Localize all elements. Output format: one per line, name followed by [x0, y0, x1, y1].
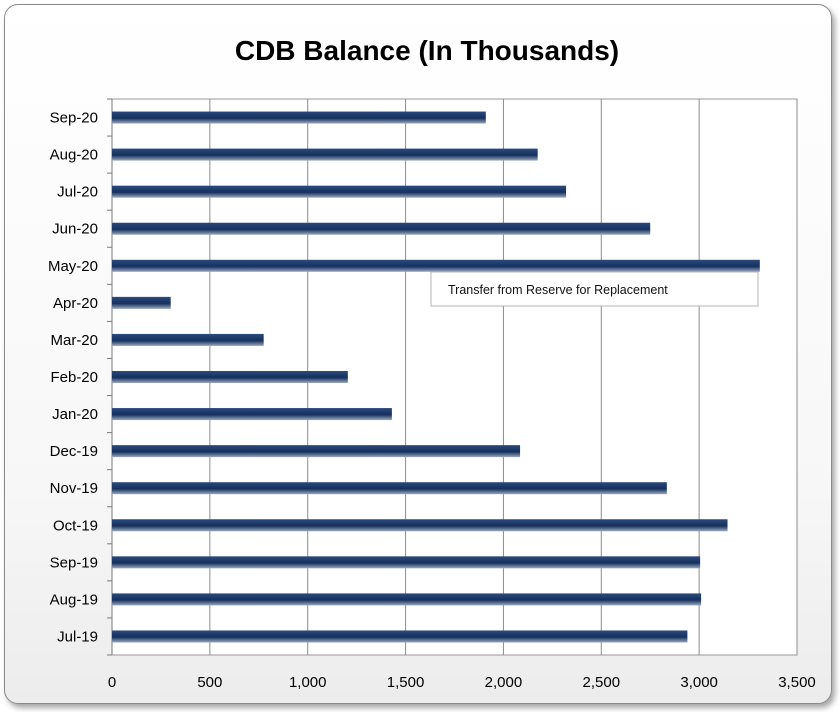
y-tick-label: Oct-19 [53, 517, 98, 534]
y-tick-label: Jul-20 [57, 184, 98, 201]
x-tick-label: 0 [108, 674, 116, 691]
annotation-text: Transfer from Reserve for Replacement [448, 283, 668, 297]
bar [112, 333, 264, 346]
x-tick-label: 3,500 [778, 674, 816, 691]
bar [112, 371, 348, 383]
x-tick-label: 1,500 [387, 674, 425, 691]
bars [112, 111, 760, 643]
y-tick-label: Jun-20 [52, 221, 98, 238]
y-tick-label: Apr-20 [53, 295, 98, 312]
x-tick-label: 2,500 [583, 674, 621, 691]
bar-chart: CDB Balance (In Thousands) Jul-19 Aug-19 S… [48, 35, 816, 691]
bar [112, 185, 567, 198]
bar [112, 408, 392, 421]
annotation: Transfer from Reserve for Replacement [430, 271, 759, 307]
y-tick-label: Jan-20 [52, 406, 98, 423]
bar [112, 593, 702, 606]
bar [112, 259, 760, 272]
bar [112, 630, 688, 643]
bar [112, 111, 486, 124]
bar [112, 222, 651, 235]
bar [112, 519, 728, 532]
annotation-box [430, 271, 759, 307]
y-tick-label: Feb-20 [50, 369, 98, 386]
y-tick-label: Mar-20 [50, 332, 98, 349]
x-tick-labels: 0 500 1,000 1,500 2,000 2,500 3,000 3,500 [108, 674, 816, 691]
y-tick-label: Aug-20 [50, 147, 98, 164]
y-tick-label: Sep-19 [50, 554, 98, 571]
y-tick-label: Dec-19 [50, 443, 98, 460]
x-tick-label: 500 [197, 674, 222, 691]
x-tick-label: 2,000 [485, 674, 523, 691]
y-tick-label: Nov-19 [50, 480, 98, 497]
x-tick-label: 3,000 [680, 674, 718, 691]
bar [112, 445, 521, 458]
chart-frame: CDB Balance (In Thousands) Jul-19 Aug-19 S… [4, 4, 832, 704]
y-tick-label: Aug-19 [50, 591, 98, 608]
bar [112, 296, 171, 309]
y-tick-label: Sep-20 [50, 110, 98, 127]
y-tick-label: Jul-19 [57, 628, 98, 645]
bar [112, 556, 701, 569]
bar [112, 148, 538, 161]
x-tick-label: 1,000 [289, 674, 327, 691]
y-tick-label: May-20 [48, 258, 98, 275]
bar [112, 482, 667, 495]
chart-title: CDB Balance (In Thousands) [235, 35, 619, 66]
y-tick-labels: Jul-19 Aug-19 Sep-19 Oct-19 Nov-19 Dec-19 Jan-… [48, 110, 98, 646]
